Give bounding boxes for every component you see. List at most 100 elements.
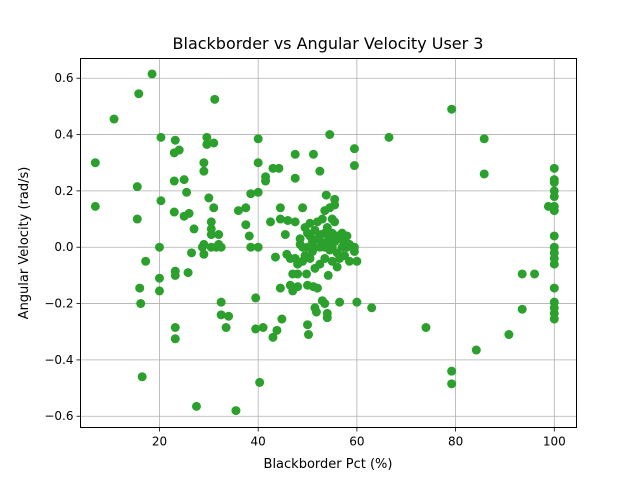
data-point bbox=[191, 401, 201, 411]
data-point bbox=[277, 314, 287, 324]
data-point bbox=[147, 69, 157, 79]
y-tick-label: −0.2 bbox=[44, 297, 73, 311]
data-point bbox=[170, 334, 180, 344]
data-point bbox=[352, 256, 362, 266]
data-point bbox=[261, 176, 271, 186]
data-point bbox=[344, 256, 354, 266]
data-point bbox=[216, 242, 226, 252]
data-point bbox=[199, 158, 209, 168]
data-point bbox=[156, 196, 166, 206]
data-point bbox=[330, 217, 340, 227]
data-point bbox=[184, 208, 194, 218]
data-point bbox=[209, 203, 219, 213]
data-point bbox=[302, 269, 312, 279]
data-point bbox=[189, 224, 199, 234]
data-point bbox=[367, 303, 377, 313]
data-point bbox=[206, 230, 216, 240]
x-tick-label: 20 bbox=[152, 435, 167, 449]
data-point bbox=[244, 231, 254, 241]
x-tick-label: 80 bbox=[448, 435, 463, 449]
data-point bbox=[135, 283, 145, 293]
data-point bbox=[253, 134, 263, 144]
data-point bbox=[187, 248, 197, 258]
data-points bbox=[90, 69, 559, 416]
data-point bbox=[479, 134, 489, 144]
data-point bbox=[202, 132, 212, 142]
data-point bbox=[253, 187, 263, 197]
data-point bbox=[221, 323, 231, 332]
data-point bbox=[322, 313, 332, 323]
data-point bbox=[154, 273, 164, 283]
data-point bbox=[517, 269, 527, 279]
data-point bbox=[549, 283, 559, 293]
data-point bbox=[293, 269, 303, 279]
data-point bbox=[342, 231, 352, 241]
x-axis-ticks: 20 40 60 80 100 bbox=[152, 427, 566, 449]
data-point bbox=[447, 366, 457, 376]
data-point bbox=[549, 259, 559, 269]
data-point bbox=[312, 283, 322, 293]
data-point bbox=[549, 177, 559, 187]
data-point bbox=[335, 297, 345, 307]
data-point bbox=[325, 130, 335, 140]
data-point bbox=[216, 297, 226, 307]
data-point bbox=[199, 239, 209, 249]
chart-title: Blackborder vs Angular Velocity User 3 bbox=[173, 34, 484, 53]
data-point bbox=[216, 310, 226, 320]
data-point bbox=[421, 323, 431, 332]
data-point bbox=[169, 207, 179, 217]
data-point bbox=[253, 158, 263, 168]
x-tick-label: 40 bbox=[251, 435, 266, 449]
x-tick-label: 60 bbox=[349, 435, 364, 449]
data-point bbox=[283, 215, 293, 225]
data-point bbox=[169, 176, 179, 186]
data-point bbox=[549, 206, 559, 216]
data-point bbox=[246, 242, 256, 252]
plot-frame bbox=[80, 58, 577, 428]
data-point bbox=[549, 192, 559, 202]
data-point bbox=[315, 166, 325, 176]
data-point bbox=[308, 149, 318, 159]
data-point bbox=[517, 304, 527, 314]
data-point bbox=[109, 114, 119, 124]
data-point bbox=[251, 324, 261, 334]
data-point bbox=[174, 145, 184, 155]
data-point bbox=[253, 242, 263, 252]
data-point bbox=[204, 193, 214, 203]
data-point bbox=[231, 406, 241, 416]
y-tick-label: 0.4 bbox=[54, 128, 73, 142]
y-tick-label: −0.6 bbox=[44, 409, 73, 423]
data-point bbox=[384, 132, 394, 142]
data-point bbox=[471, 345, 481, 355]
data-point bbox=[352, 297, 362, 307]
data-point bbox=[246, 189, 256, 199]
data-point bbox=[170, 270, 180, 280]
data-point bbox=[199, 166, 209, 176]
data-point bbox=[206, 217, 216, 227]
data-point bbox=[320, 253, 330, 263]
data-point bbox=[549, 163, 559, 173]
data-point bbox=[233, 206, 243, 216]
data-point bbox=[293, 282, 303, 292]
data-point bbox=[349, 161, 359, 171]
data-point bbox=[530, 269, 540, 279]
data-point bbox=[447, 104, 457, 114]
data-point bbox=[90, 201, 100, 211]
data-point bbox=[323, 270, 333, 280]
data-point bbox=[137, 372, 147, 382]
data-point bbox=[447, 379, 457, 389]
data-point bbox=[154, 286, 164, 296]
y-tick-label: −0.4 bbox=[44, 353, 73, 367]
data-point bbox=[549, 231, 559, 241]
data-point bbox=[349, 144, 359, 154]
data-point bbox=[134, 89, 144, 99]
data-point bbox=[275, 283, 285, 293]
data-point bbox=[549, 314, 559, 324]
data-point bbox=[310, 225, 320, 235]
data-point bbox=[290, 173, 300, 183]
y-axis-ticks: −0.6 −0.4 −0.2 0.0 0.2 0.4 0.6 bbox=[44, 71, 81, 423]
data-point bbox=[270, 252, 280, 262]
data-point bbox=[275, 214, 285, 224]
data-point bbox=[154, 242, 164, 252]
data-point bbox=[290, 217, 300, 227]
